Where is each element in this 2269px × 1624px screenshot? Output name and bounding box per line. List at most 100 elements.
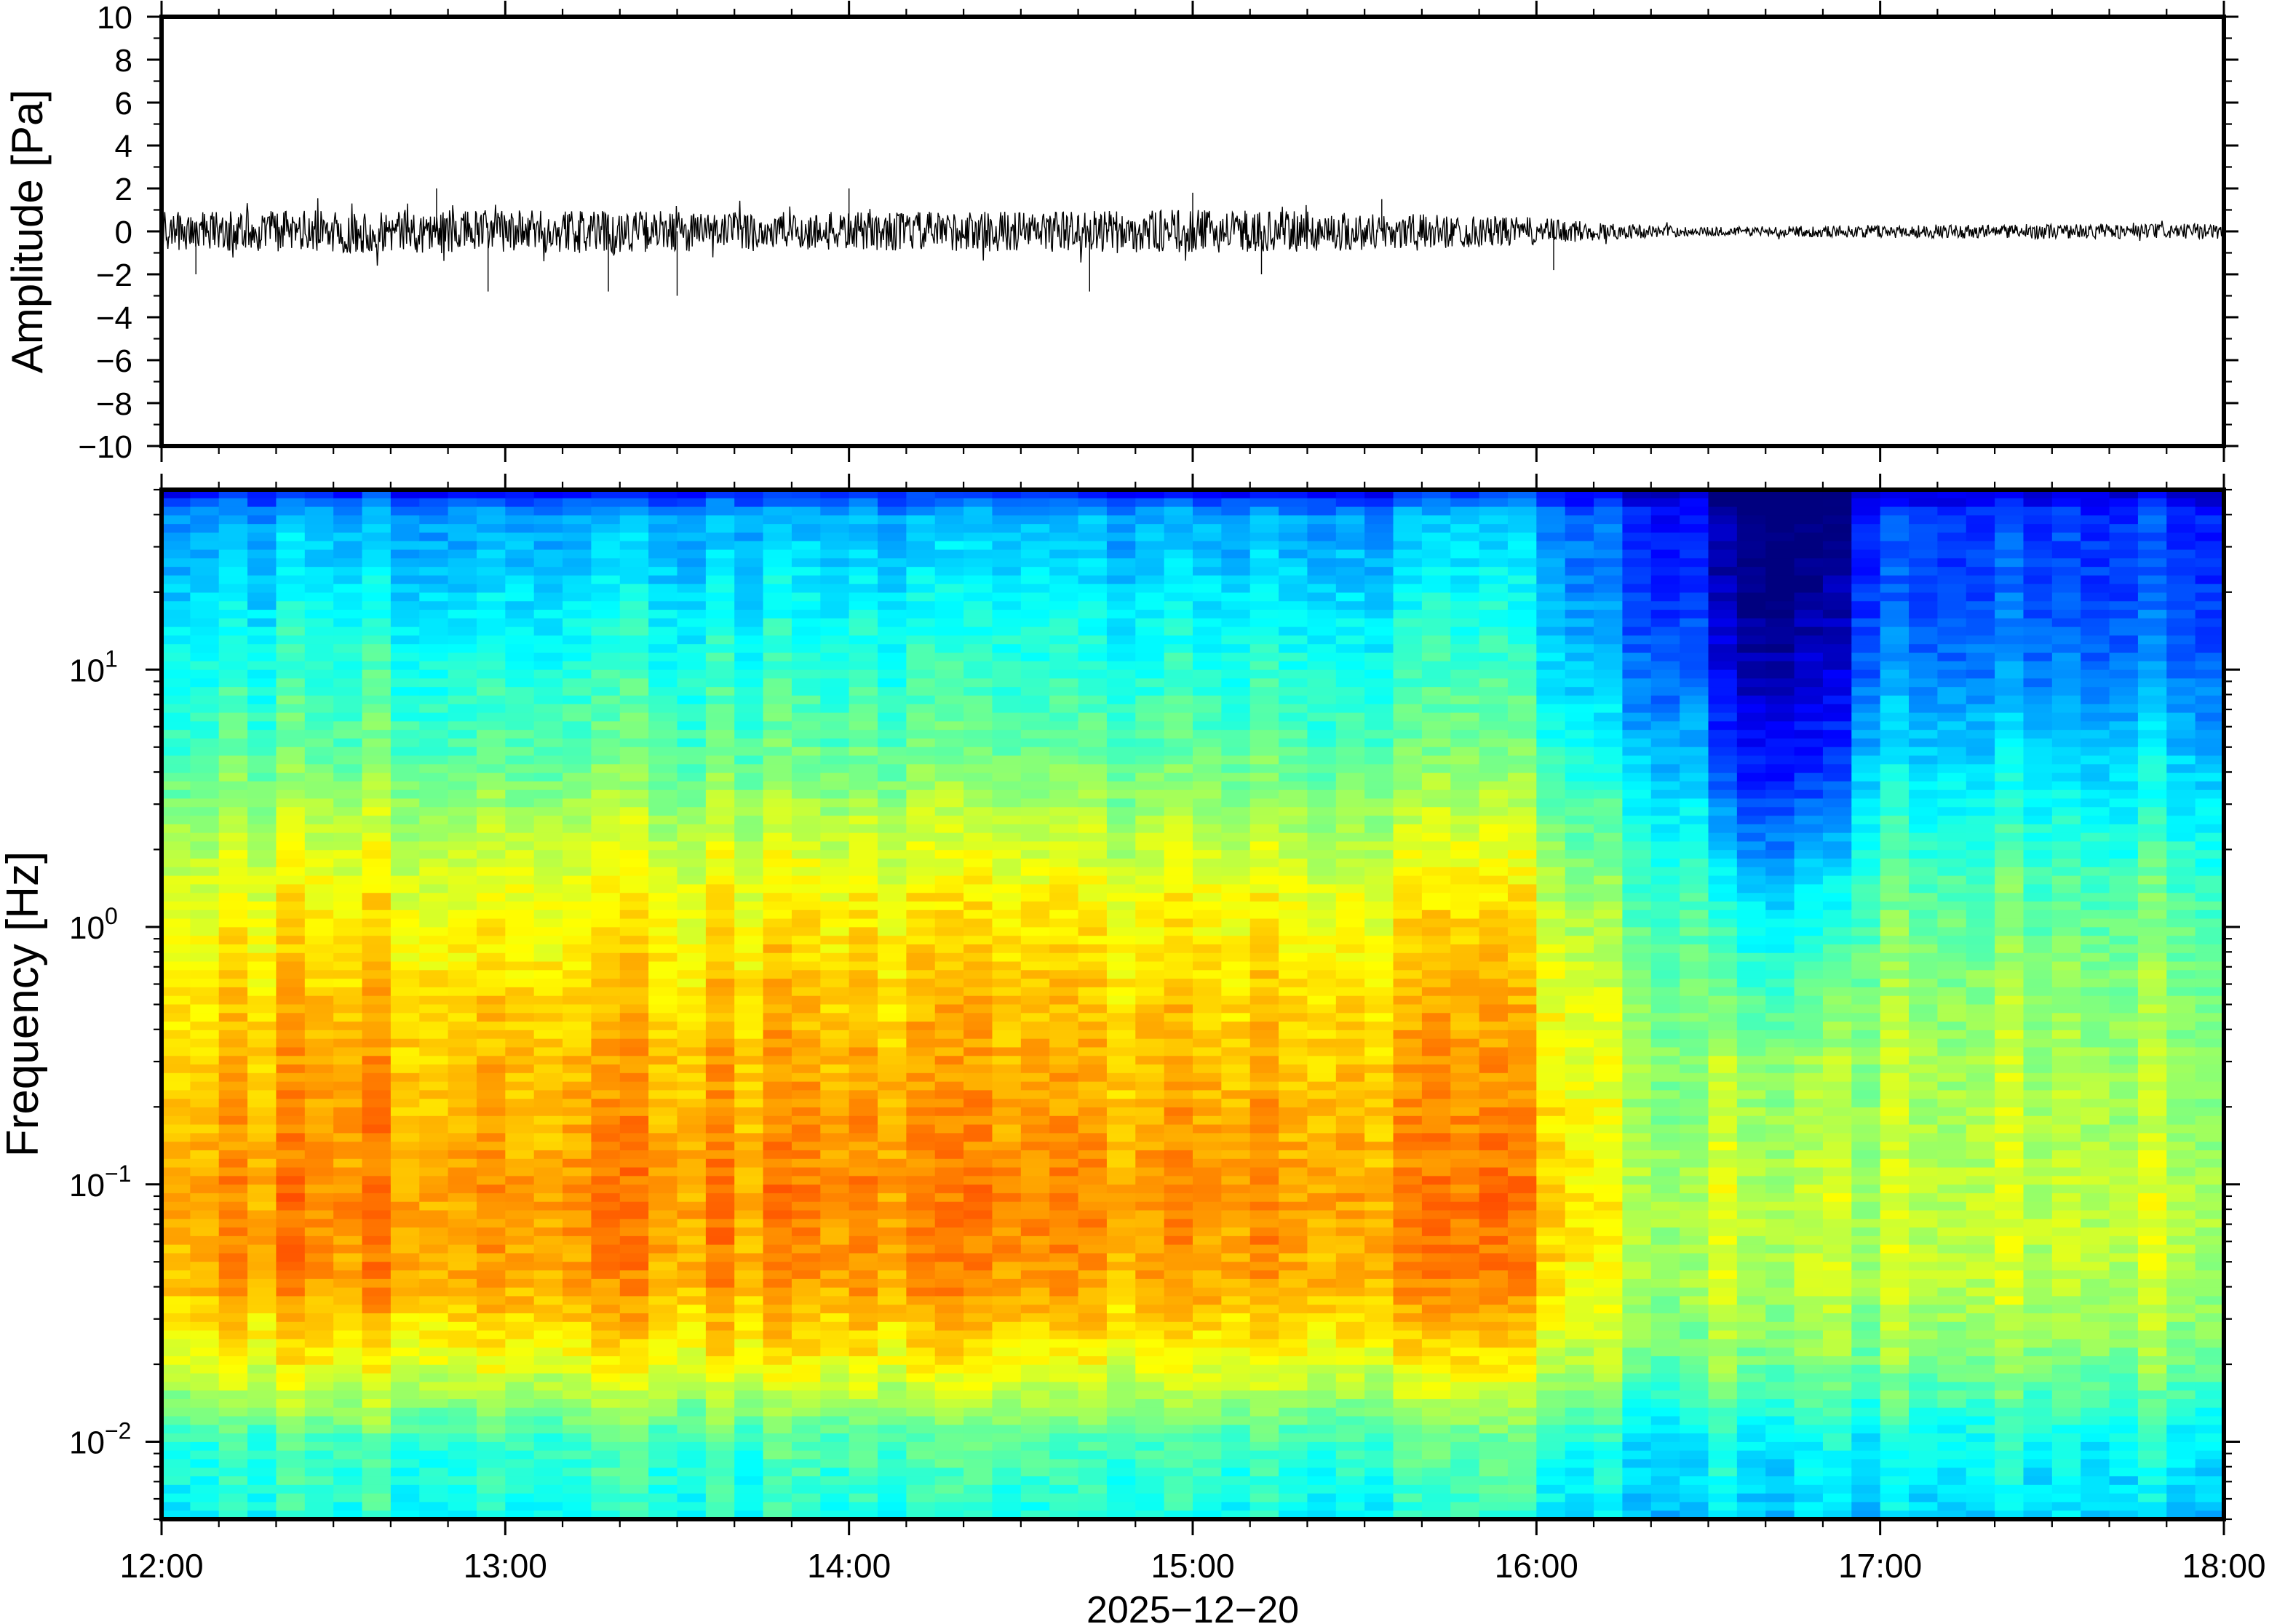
spectrogram-cell: [333, 1090, 363, 1099]
spectrogram-cell: [1221, 1133, 1251, 1142]
spectrogram-cell: [1279, 575, 1308, 585]
spectrogram-cell: [448, 944, 477, 954]
spectrogram-cell: [878, 1090, 907, 1099]
spectrogram-cell: [1135, 875, 1165, 885]
spectrogram-cell: [619, 961, 649, 971]
spectrogram-cell: [763, 584, 792, 594]
spectrogram-cell: [448, 1407, 477, 1417]
spectrogram-cell: [362, 1425, 392, 1434]
spectrogram-cell: [304, 850, 334, 859]
spectrogram-cell: [304, 1390, 334, 1400]
spectrogram-cell: [878, 816, 907, 825]
spectrogram-cell: [763, 704, 792, 714]
spectrogram-cell: [448, 1047, 477, 1056]
spectrogram-cell: [1106, 807, 1136, 816]
spectrogram-cell: [505, 1476, 535, 1486]
spectrogram-cell: [276, 506, 306, 516]
spectrogram-cell: [218, 1235, 248, 1246]
spectrogram-cell: [276, 1296, 306, 1305]
spectrogram-cell: [533, 893, 563, 902]
spectrogram-cell: [878, 995, 907, 1006]
spectrogram-cell: [448, 1210, 477, 1219]
spectrogram-cell: [648, 995, 678, 1006]
spectrogram-cell: [734, 1107, 764, 1117]
spectrogram-cell: [1135, 995, 1165, 1006]
spectrogram-cell: [791, 841, 821, 851]
spectrogram-cell: [1049, 1150, 1079, 1160]
spectrogram-cell: [1049, 506, 1079, 516]
spectrogram-cell: [906, 979, 936, 988]
spectrogram-cell: [218, 532, 248, 542]
spectrogram-cell: [1078, 1081, 1108, 1091]
spectrogram-cell: [934, 979, 964, 988]
spectrogram-cell: [1193, 841, 1222, 851]
spectrogram-cell: [1049, 1253, 1079, 1262]
spectrogram-cell: [906, 824, 936, 834]
spectrogram-cell: [1020, 1193, 1050, 1203]
spectrogram-cell: [448, 807, 477, 816]
spectrogram-cell: [1221, 1107, 1251, 1117]
spectrogram-cell: [1049, 1090, 1079, 1099]
spectrogram-cell: [190, 909, 220, 920]
spectrogram-cell: [1193, 1004, 1222, 1014]
spectrogram-cell: [533, 592, 563, 602]
spectrogram-cell: [763, 524, 792, 533]
spectrogram-cell: [1307, 927, 1337, 936]
spectrogram-cell: [1164, 653, 1193, 662]
spectrogram-cell: [1078, 1090, 1108, 1099]
spectrogram-cell: [190, 1133, 220, 1142]
spectrogram-cell: [190, 669, 220, 680]
spectrogram-cell: [763, 1390, 792, 1400]
spectrogram-cell: [476, 738, 506, 748]
spectrogram-cell: [533, 987, 563, 997]
spectrogram-cell: [162, 712, 191, 722]
spectrogram-cell: [619, 850, 649, 859]
spectrogram-cell: [247, 1047, 277, 1056]
spectrogram-cell: [476, 506, 506, 516]
spectrogram-cell: [1078, 747, 1108, 757]
spectrogram-cell: [1249, 1107, 1279, 1117]
spectrogram-cell: [1020, 1142, 1050, 1151]
spectrogram-cell: [791, 1115, 821, 1126]
spectrogram-cell: [1249, 1287, 1279, 1297]
spectrogram-cell: [878, 1210, 907, 1219]
spectrogram-cell: [648, 1142, 678, 1151]
spectrogram-cell: [304, 1502, 334, 1511]
spectrogram-cell: [934, 1038, 964, 1048]
spectrogram-cell: [648, 1201, 678, 1211]
spectrogram-cell: [934, 1030, 964, 1040]
spectrogram-cell: [734, 1321, 764, 1332]
spectrogram-cell: [247, 764, 277, 773]
spectrogram-cell: [1106, 592, 1136, 602]
spectrogram-cell: [591, 1219, 621, 1228]
spectrogram-cell: [705, 1433, 735, 1443]
spectrogram-cell: [992, 755, 1022, 765]
spectrogram-cell: [791, 927, 821, 936]
spectrogram-cell: [533, 1004, 563, 1014]
spectrogram-cell: [1279, 1382, 1308, 1391]
spectrogram-cell: [878, 696, 907, 705]
spectrogram-cell: [934, 669, 964, 680]
spectrogram-cell: [705, 961, 735, 971]
spectrogram-cell: [476, 635, 506, 645]
spectrogram-cell: [992, 927, 1022, 936]
spectrogram-cell: [963, 918, 993, 928]
spectrogram-cell: [648, 687, 678, 696]
spectrogram-cell: [390, 816, 420, 825]
spectrogram-cell: [763, 979, 792, 988]
spectrogram-cell: [1279, 498, 1308, 508]
spectrogram-cell: [276, 832, 306, 843]
spectrogram-cell: [419, 1278, 449, 1289]
spectrogram-cell: [820, 1047, 850, 1056]
spectrogram-cell: [1193, 901, 1222, 911]
spectrogram-cell: [304, 1270, 334, 1280]
spectrogram-cell: [992, 1348, 1022, 1357]
spectrogram-cell: [1193, 816, 1222, 825]
spectrogram-cell: [791, 549, 821, 559]
spectrogram-cell: [1020, 781, 1050, 791]
spectrogram-cell: [247, 1201, 277, 1211]
spectrogram-cell: [362, 1072, 392, 1083]
spectrogram-cell: [1164, 824, 1193, 834]
spectrogram-cell: [304, 524, 334, 533]
spectrogram-cell: [1307, 987, 1337, 997]
